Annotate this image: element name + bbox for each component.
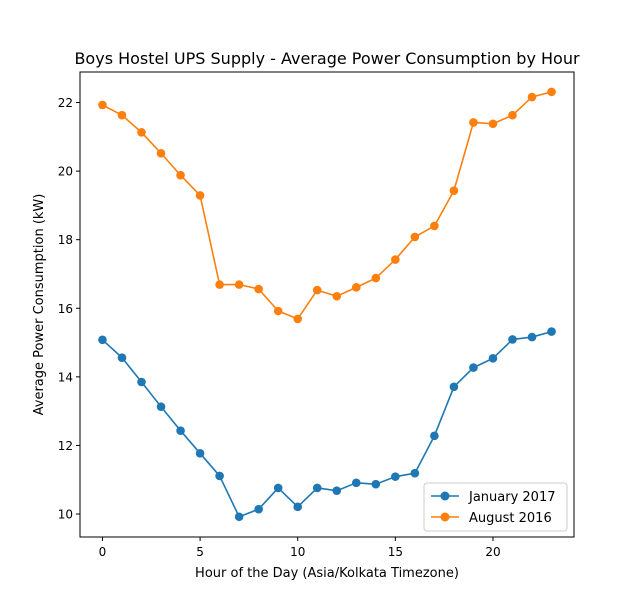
data-point-august-2016 — [430, 221, 439, 231]
data-point-august-2016 — [293, 314, 303, 324]
data-point-august-2016 — [98, 100, 107, 110]
x-tick-label: 20 — [485, 545, 500, 559]
data-point-january-2017 — [254, 504, 263, 514]
data-point-january-2017 — [351, 478, 361, 488]
x-tick-label: 15 — [388, 545, 403, 559]
legend-marker-january-2017 — [440, 491, 450, 501]
data-point-august-2016 — [234, 280, 244, 289]
data-point-january-2017 — [430, 431, 439, 441]
data-point-january-2017 — [312, 483, 322, 493]
x-axis: 0 5 10 15 20 — [99, 537, 501, 559]
legend-label-august-2016: August 2016 — [469, 511, 552, 526]
data-point-august-2016 — [312, 285, 322, 295]
x-tick-label: 10 — [290, 545, 305, 559]
y-tick-label: 18 — [58, 233, 73, 247]
data-point-january-2017 — [488, 354, 498, 363]
legend-marker-august-2016 — [440, 512, 450, 522]
data-point-august-2016 — [351, 283, 361, 292]
x-tick-label: 0 — [99, 545, 107, 559]
data-point-august-2016 — [156, 148, 166, 158]
x-axis-label: Hour of the Day (Asia/Kolkata Timezone) — [195, 566, 459, 581]
legend-box — [423, 482, 568, 532]
y-axis: 10 12 14 16 18 20 22 — [58, 96, 80, 522]
data-point-august-2016 — [527, 92, 537, 102]
data-point-august-2016 — [410, 232, 420, 242]
y-tick-label: 16 — [58, 302, 73, 316]
data-point-january-2017 — [410, 468, 420, 478]
data-point-august-2016 — [469, 118, 478, 127]
x-tick-label: 5 — [196, 545, 204, 559]
y-tick-label: 12 — [58, 439, 73, 453]
y-tick-label: 20 — [58, 165, 73, 179]
y-axis-label: Average Power Consumption (kW) — [32, 194, 47, 416]
data-point-january-2017 — [273, 483, 283, 493]
data-point-august-2016 — [176, 170, 185, 180]
data-point-january-2017 — [176, 426, 185, 435]
data-point-january-2017 — [156, 402, 166, 411]
data-point-august-2016 — [371, 273, 381, 283]
data-point-january-2017 — [195, 449, 205, 458]
data-point-august-2016 — [547, 87, 556, 97]
data-point-august-2016 — [195, 191, 205, 200]
y-tick-label: 14 — [58, 370, 73, 384]
data-point-august-2016 — [215, 280, 224, 289]
data-point-august-2016 — [488, 119, 498, 129]
data-point-january-2017 — [547, 327, 556, 336]
y-tick-label: 10 — [58, 508, 73, 522]
data-point-january-2017 — [117, 353, 127, 362]
series-layer — [98, 87, 556, 522]
data-point-august-2016 — [137, 128, 146, 137]
data-point-january-2017 — [449, 382, 459, 392]
data-point-january-2017 — [332, 486, 342, 496]
data-point-january-2017 — [508, 335, 517, 344]
data-point-january-2017 — [469, 363, 478, 372]
data-point-august-2016 — [508, 110, 517, 120]
legend-label-january-2017: January 2017 — [468, 490, 556, 505]
data-point-august-2016 — [117, 110, 127, 120]
data-point-january-2017 — [293, 502, 303, 512]
y-tick-label: 22 — [58, 96, 73, 110]
data-point-august-2016 — [273, 306, 283, 316]
data-point-january-2017 — [527, 332, 537, 342]
data-point-january-2017 — [371, 479, 381, 489]
data-point-january-2017 — [137, 377, 146, 387]
data-point-august-2016 — [449, 186, 459, 195]
data-point-january-2017 — [234, 512, 244, 522]
data-point-january-2017 — [391, 472, 400, 481]
data-point-january-2017 — [215, 471, 224, 481]
data-point-august-2016 — [391, 255, 400, 264]
legend: January 2017 August 2016 — [423, 482, 568, 532]
data-point-august-2016 — [332, 291, 342, 301]
data-point-august-2016 — [254, 284, 263, 294]
plot-area — [79, 71, 575, 538]
chart-title: Boys Hostel UPS Supply - Average Power C… — [74, 49, 580, 68]
data-point-january-2017 — [98, 335, 107, 345]
